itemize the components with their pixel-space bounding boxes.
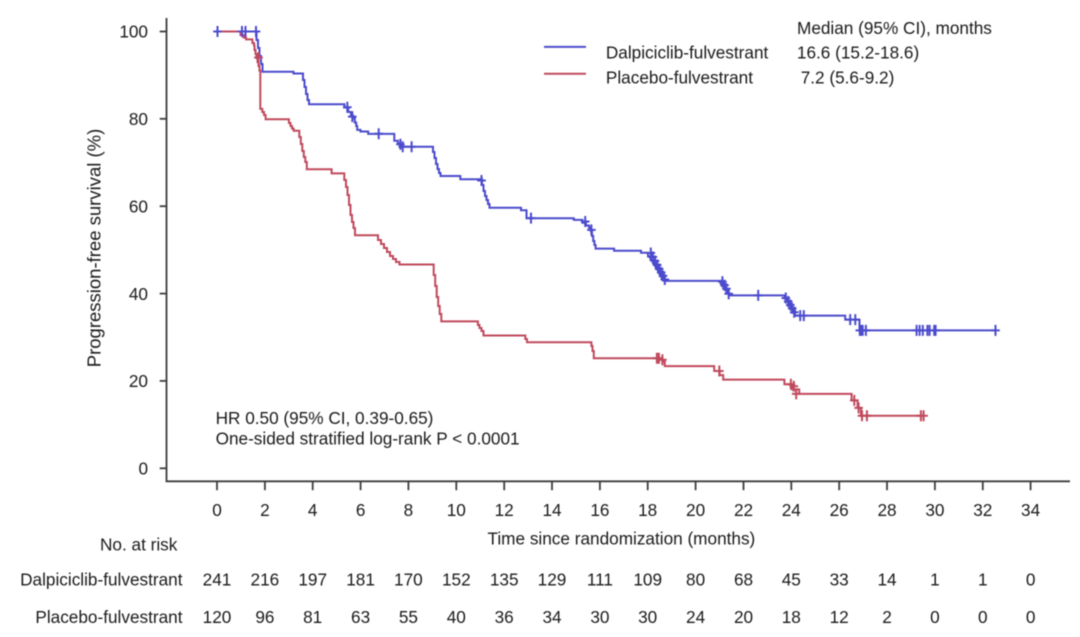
svg-text:32: 32 <box>973 500 992 520</box>
svg-text:0: 0 <box>1026 607 1036 627</box>
svg-text:216: 216 <box>251 570 280 590</box>
svg-text:One-sided stratified log-rank: One-sided stratified log-rank P < 0.0001 <box>216 429 520 449</box>
svg-text:28: 28 <box>877 500 896 520</box>
svg-text:197: 197 <box>298 570 327 590</box>
svg-text:16.6 (15.2-18.6): 16.6 (15.2-18.6) <box>797 43 919 63</box>
svg-text:96: 96 <box>255 607 274 627</box>
svg-text:Progression-free survival (%): Progression-free survival (%) <box>84 129 105 368</box>
svg-text:63: 63 <box>351 607 370 627</box>
svg-text:60: 60 <box>129 196 148 216</box>
svg-text:2: 2 <box>260 500 270 520</box>
svg-text:1: 1 <box>978 570 988 590</box>
svg-text:40: 40 <box>447 607 466 627</box>
svg-text:81: 81 <box>303 607 322 627</box>
svg-text:18: 18 <box>782 607 801 627</box>
svg-text:Placebo-fulvestrant: Placebo-fulvestrant <box>35 607 182 627</box>
svg-text:20: 20 <box>686 500 705 520</box>
svg-text:24: 24 <box>686 607 706 627</box>
svg-text:241: 241 <box>203 570 232 590</box>
svg-text:109: 109 <box>633 570 662 590</box>
svg-text:170: 170 <box>394 570 423 590</box>
svg-text:0: 0 <box>1026 570 1036 590</box>
svg-text:24: 24 <box>782 500 802 520</box>
svg-text:111: 111 <box>587 570 613 590</box>
svg-text:30: 30 <box>925 500 944 520</box>
svg-text:26: 26 <box>830 500 849 520</box>
svg-text:55: 55 <box>399 607 418 627</box>
svg-text:HR 0.50 (95% CI, 0.39-0.65): HR 0.50 (95% CI, 0.39-0.65) <box>216 408 434 428</box>
svg-text:18: 18 <box>638 500 657 520</box>
svg-text:80: 80 <box>129 109 148 129</box>
svg-text:Time since randomization (mont: Time since randomization (months) <box>488 528 756 548</box>
svg-text:12: 12 <box>495 500 514 520</box>
svg-text:16: 16 <box>590 500 609 520</box>
svg-text:68: 68 <box>734 570 753 590</box>
svg-text:80: 80 <box>686 570 705 590</box>
svg-text:0: 0 <box>930 607 940 627</box>
svg-text:40: 40 <box>129 284 148 304</box>
svg-text:7.2 (5.6-9.2): 7.2 (5.6-9.2) <box>801 67 895 87</box>
svg-text:34: 34 <box>542 607 562 627</box>
svg-text:20: 20 <box>734 607 753 627</box>
svg-text:100: 100 <box>119 22 148 42</box>
svg-text:0: 0 <box>138 459 148 479</box>
svg-text:34: 34 <box>1021 500 1041 520</box>
svg-text:4: 4 <box>308 500 318 520</box>
svg-text:Placebo-fulvestrant: Placebo-fulvestrant <box>606 67 753 87</box>
svg-text:14: 14 <box>877 570 897 590</box>
svg-text:181: 181 <box>346 570 375 590</box>
svg-text:20: 20 <box>129 371 148 391</box>
svg-text:2: 2 <box>882 607 892 627</box>
svg-text:10: 10 <box>447 500 466 520</box>
svg-text:8: 8 <box>404 500 414 520</box>
svg-text:12: 12 <box>830 607 849 627</box>
svg-text:45: 45 <box>782 570 801 590</box>
svg-text:0: 0 <box>212 500 222 520</box>
svg-text:1: 1 <box>930 570 940 590</box>
svg-text:Dalpiciclib-fulvestrant: Dalpiciclib-fulvestrant <box>20 570 183 590</box>
svg-text:Dalpiciclib-fulvestrant: Dalpiciclib-fulvestrant <box>606 43 769 63</box>
svg-text:No. at risk: No. at risk <box>100 535 178 555</box>
svg-text:135: 135 <box>490 570 519 590</box>
svg-text:Median (95% CI), months: Median (95% CI), months <box>797 18 992 38</box>
svg-text:129: 129 <box>538 570 567 590</box>
svg-text:33: 33 <box>830 570 849 590</box>
svg-text:152: 152 <box>442 570 471 590</box>
svg-text:14: 14 <box>542 500 562 520</box>
svg-text:120: 120 <box>203 607 232 627</box>
svg-text:22: 22 <box>734 500 753 520</box>
svg-text:6: 6 <box>356 500 366 520</box>
svg-text:36: 36 <box>495 607 514 627</box>
svg-text:0: 0 <box>978 607 988 627</box>
svg-text:30: 30 <box>590 607 609 627</box>
svg-text:30: 30 <box>638 607 657 627</box>
